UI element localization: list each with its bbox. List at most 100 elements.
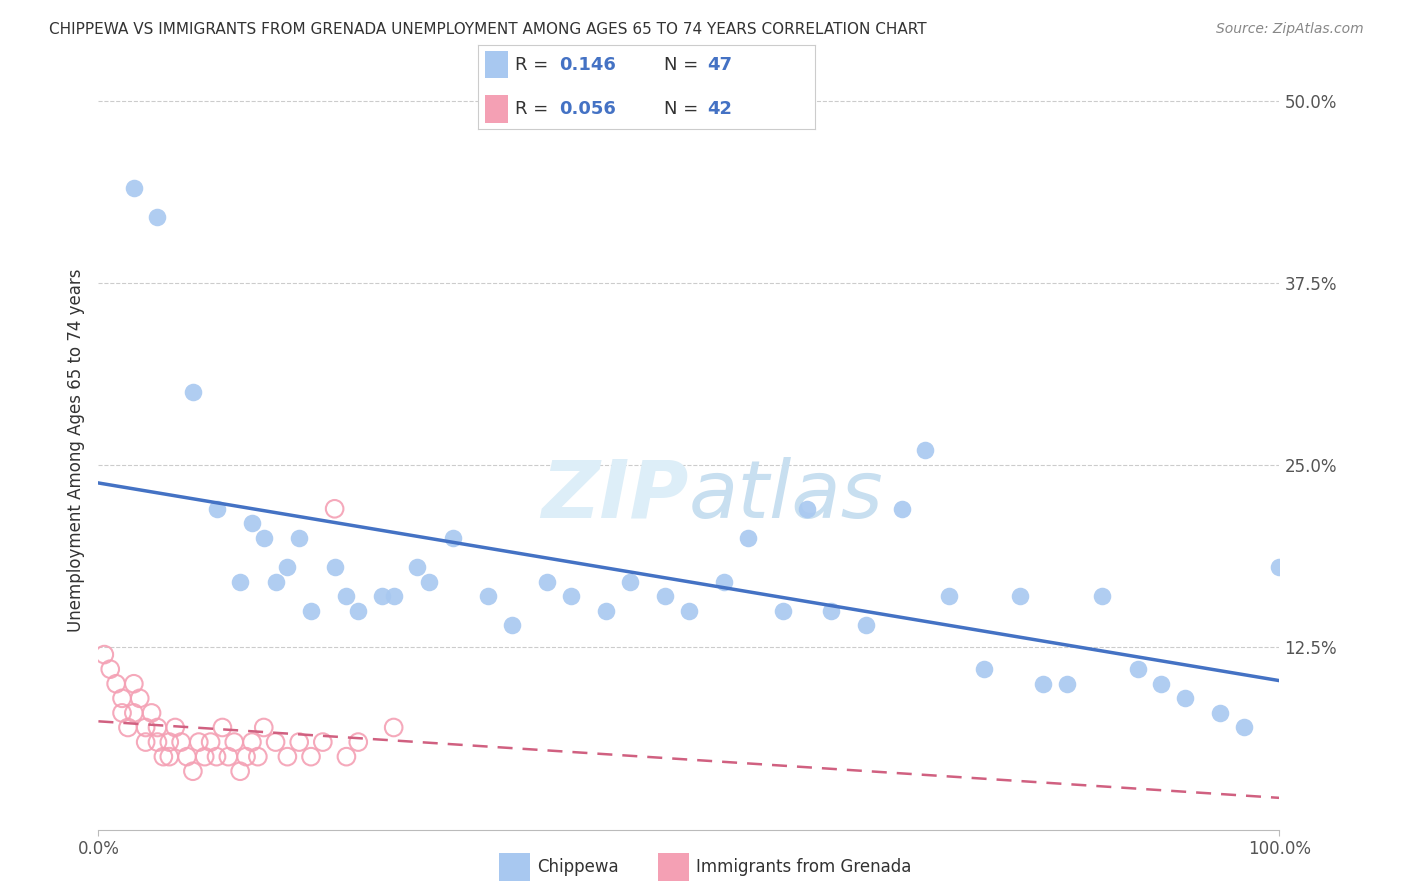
Point [382, 589, 405, 603]
Point [1174, 691, 1197, 706]
Point [122, 181, 145, 195]
Point [347, 735, 370, 749]
Point [619, 574, 641, 589]
Point [135, 735, 157, 749]
Point [276, 749, 298, 764]
Text: atlas: atlas [689, 457, 884, 535]
Point [264, 574, 287, 589]
Point [194, 749, 217, 764]
Point [253, 531, 276, 545]
Point [536, 574, 558, 589]
Text: N =: N = [664, 55, 703, 73]
Point [1091, 589, 1114, 603]
Text: ZIP: ZIP [541, 457, 689, 535]
Point [1008, 589, 1031, 603]
Point [1268, 560, 1291, 574]
Point [371, 589, 394, 603]
Text: R =: R = [515, 55, 554, 73]
Text: Source: ZipAtlas.com: Source: ZipAtlas.com [1216, 22, 1364, 37]
Point [347, 604, 370, 618]
Point [1126, 662, 1149, 676]
Point [973, 662, 995, 676]
Point [820, 604, 842, 618]
Text: 47: 47 [707, 55, 733, 73]
Point [205, 749, 228, 764]
Point [264, 735, 287, 749]
Text: Immigrants from Grenada: Immigrants from Grenada [696, 858, 911, 876]
Y-axis label: Unemployment Among Ages 65 to 74 years: Unemployment Among Ages 65 to 74 years [66, 268, 84, 632]
Point [1150, 677, 1173, 691]
Point [312, 735, 335, 749]
Point [152, 749, 174, 764]
Point [98, 662, 121, 676]
Point [105, 677, 128, 691]
Point [678, 604, 700, 618]
Point [229, 764, 252, 779]
Point [501, 618, 523, 632]
Point [914, 443, 936, 458]
Text: N =: N = [664, 100, 703, 118]
Point [713, 574, 735, 589]
Point [141, 706, 163, 720]
Point [181, 764, 204, 779]
Point [335, 589, 357, 603]
Point [240, 516, 263, 531]
Point [122, 677, 145, 691]
Bar [485, 51, 509, 78]
Point [1032, 677, 1054, 691]
Point [229, 574, 252, 589]
Point [560, 589, 582, 603]
Point [111, 691, 134, 706]
Point [205, 501, 228, 516]
Point [135, 721, 157, 735]
Point [211, 721, 233, 735]
Point [938, 589, 960, 603]
Point [1056, 677, 1078, 691]
Point [181, 385, 204, 400]
Point [418, 574, 440, 589]
Point [323, 560, 346, 574]
Point [187, 735, 209, 749]
Point [276, 560, 298, 574]
Point [382, 721, 405, 735]
Point [157, 749, 180, 764]
Point [1209, 706, 1232, 720]
Point [200, 735, 222, 749]
Text: R =: R = [515, 100, 554, 118]
Point [855, 618, 877, 632]
Point [595, 604, 617, 618]
Point [890, 501, 912, 516]
Point [737, 531, 759, 545]
Point [299, 749, 322, 764]
Point [217, 749, 239, 764]
Point [146, 721, 169, 735]
Point [299, 604, 322, 618]
Point [654, 589, 676, 603]
Text: 0.146: 0.146 [560, 55, 616, 73]
Point [253, 721, 276, 735]
Point [176, 749, 198, 764]
Point [93, 648, 115, 662]
Point [406, 560, 429, 574]
Text: 42: 42 [707, 100, 733, 118]
Point [288, 531, 311, 545]
Point [1233, 721, 1256, 735]
Point [240, 735, 263, 749]
Point [157, 735, 180, 749]
Point [170, 735, 193, 749]
Text: 0.056: 0.056 [560, 100, 616, 118]
Point [772, 604, 794, 618]
Point [117, 721, 139, 735]
Point [111, 706, 134, 720]
Point [128, 691, 150, 706]
Point [122, 706, 145, 720]
Text: CHIPPEWA VS IMMIGRANTS FROM GRENADA UNEMPLOYMENT AMONG AGES 65 TO 74 YEARS CORRE: CHIPPEWA VS IMMIGRANTS FROM GRENADA UNEM… [49, 22, 927, 37]
Point [146, 210, 169, 224]
Point [796, 501, 818, 516]
Point [477, 589, 499, 603]
Point [441, 531, 464, 545]
Bar [485, 95, 509, 123]
Point [323, 501, 346, 516]
Point [335, 749, 357, 764]
Point [224, 735, 246, 749]
